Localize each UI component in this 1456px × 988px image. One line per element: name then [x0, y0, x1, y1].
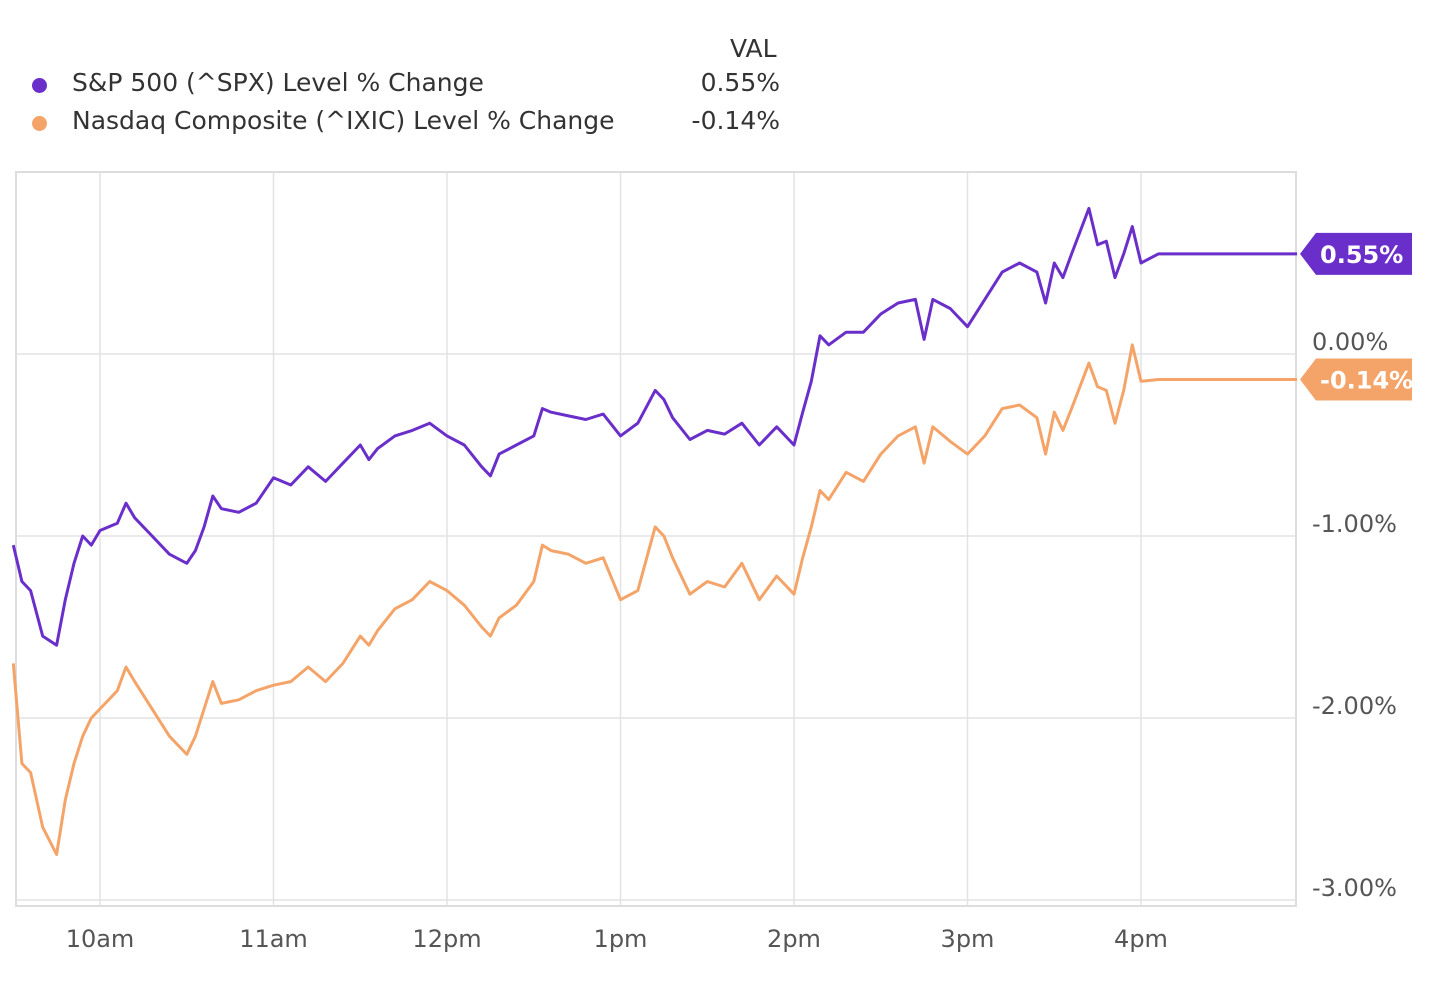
value-badge-label: -0.14%: [1320, 366, 1413, 394]
x-tick-label: 11am: [239, 925, 308, 953]
legend-value: 0.55%: [700, 68, 780, 97]
value-badges: 0.55% -0.14%: [1300, 232, 1413, 401]
legend-item-ixic[interactable]: Nasdaq Composite (^IXIC) Level % Change …: [28, 106, 788, 142]
x-tick-label: 2pm: [767, 925, 821, 953]
legend: VAL S&P 500 (^SPX) Level % Change 0.55% …: [0, 0, 820, 150]
legend-label: S&P 500 (^SPX) Level % Change: [72, 68, 484, 97]
x-tick-label: 12pm: [412, 925, 481, 953]
x-tick-label: 3pm: [941, 925, 995, 953]
value-badge-0: [1300, 232, 1412, 275]
legend-item-spx[interactable]: S&P 500 (^SPX) Level % Change 0.55%: [28, 68, 788, 104]
x-axis: 10am 11am 12pm 1pm 2pm 3pm 4pm: [66, 925, 1168, 953]
y-axis: 0.00% -1.00% -2.00% -3.00%: [1312, 328, 1397, 902]
y-tick-label: -1.00%: [1312, 510, 1397, 538]
legend-value-header: VAL: [730, 34, 777, 63]
y-tick-label: -3.00%: [1312, 874, 1397, 902]
legend-label: Nasdaq Composite (^IXIC) Level % Change: [72, 106, 615, 135]
spx-dot-icon: [32, 78, 47, 93]
series-lines: [11, 206, 1298, 856]
x-tick-label: 4pm: [1114, 925, 1168, 953]
x-tick-label: 1pm: [594, 925, 648, 953]
legend-value: -0.14%: [691, 106, 780, 135]
plot-frame: [15, 171, 1297, 907]
series-line-1: [11, 343, 1298, 856]
chart-grid: [16, 172, 1296, 906]
y-tick-label: -2.00%: [1312, 692, 1397, 720]
ixic-dot-icon: [32, 116, 47, 131]
x-tick-label: 10am: [66, 925, 135, 953]
y-tick-label: 0.00%: [1312, 328, 1388, 356]
value-badge-1: [1300, 358, 1412, 401]
series-line-0: [11, 206, 1298, 647]
value-badge-label: 0.55%: [1320, 241, 1403, 269]
